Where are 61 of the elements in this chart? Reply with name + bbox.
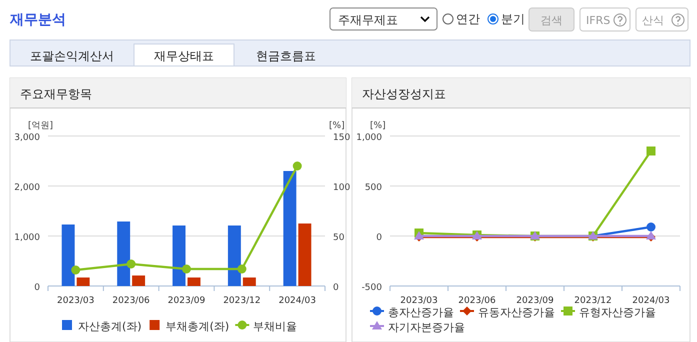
y-axis-title: [억원] xyxy=(28,121,54,131)
text: 주재무제표 xyxy=(338,13,398,27)
text: 포괄손익계산서 xyxy=(30,49,114,63)
y-tick-label: 2,000 xyxy=(14,183,40,193)
x-tick-label: 2023/09 xyxy=(168,296,206,306)
text: 검색 xyxy=(540,14,562,27)
chart-title: 자산성장성지표 xyxy=(362,87,446,101)
point xyxy=(646,222,656,232)
y-tick-label: 3,000 xyxy=(14,133,40,143)
text: 연간 xyxy=(456,12,480,26)
bar xyxy=(117,222,130,286)
point xyxy=(182,264,191,274)
bar xyxy=(132,276,146,286)
x-tick-label: 2023/12 xyxy=(574,296,612,306)
bar xyxy=(228,226,241,286)
point xyxy=(237,264,246,274)
y-axis-title: [%] xyxy=(370,121,386,131)
legend-label: 부채비율 xyxy=(253,320,298,333)
x-tick-label: 2023/06 xyxy=(458,296,496,306)
legend-label: 자기자본증가율 xyxy=(388,321,465,334)
y2-tick-label: 150 xyxy=(333,133,350,143)
bar xyxy=(62,224,75,286)
bar xyxy=(298,224,312,286)
legend-label: 부채총계(좌) xyxy=(166,320,230,333)
point xyxy=(292,162,302,170)
x-tick-label: 2023/12 xyxy=(223,296,261,306)
y-tick-label: 0 xyxy=(376,233,382,243)
bar xyxy=(188,278,200,286)
point xyxy=(126,260,136,268)
x-tick-label: 2024/03 xyxy=(632,296,670,306)
y-tick-label: 1,000 xyxy=(356,133,382,143)
x-tick-label: 2024/03 xyxy=(278,296,316,306)
point xyxy=(646,146,656,156)
text: IFRS xyxy=(586,14,610,27)
text: 현금흐름표 xyxy=(256,49,316,63)
text: 산식 xyxy=(642,14,664,27)
y2-tick-label: 50 xyxy=(333,233,345,243)
text: 재무상태표 xyxy=(154,49,214,63)
point xyxy=(71,266,80,274)
y-tick-label: 1,000 xyxy=(14,233,40,243)
y-tick-label: 500 xyxy=(364,183,382,193)
x-tick-label: 2023/03 xyxy=(57,296,94,306)
legend-label: 유동자산증가율 xyxy=(478,306,555,319)
text: 재무분석 xyxy=(9,12,66,28)
bar xyxy=(172,226,186,286)
y2-axis-title: [%] xyxy=(329,121,345,131)
legend-label: 총자산증가율 xyxy=(388,306,454,319)
bar xyxy=(76,278,90,286)
y-tick-label: 0 xyxy=(34,283,40,293)
y2-tick-label: 0 xyxy=(333,283,339,293)
chart-title: 주요재무항목 xyxy=(20,87,92,101)
bar xyxy=(283,171,296,286)
text: 분기 xyxy=(501,12,525,26)
legend-label: 자산총계(좌) xyxy=(78,320,142,333)
x-tick-label: 2023/03 xyxy=(400,296,438,306)
y2-tick-label: 100 xyxy=(333,183,350,193)
legend-label: 유형자산증가율 xyxy=(579,306,656,319)
bar xyxy=(242,278,256,286)
x-tick-label: 2023/06 xyxy=(112,296,150,306)
y-tick-label: -500 xyxy=(362,283,382,293)
x-tick-label: 2023/09 xyxy=(516,296,554,306)
